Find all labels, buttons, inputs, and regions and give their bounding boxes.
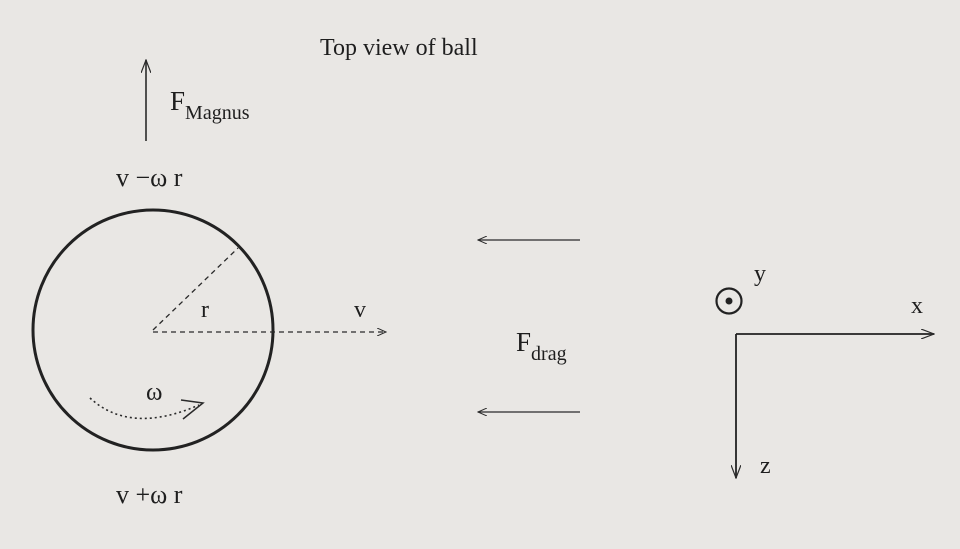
drag-force-label: Fdrag (516, 327, 567, 365)
y-axis-label: y (754, 261, 766, 287)
drag-force-subscript: drag (531, 343, 567, 365)
spin-arrowhead (180, 399, 205, 420)
spin-label: ω (146, 379, 163, 406)
magnus-force-subscript: Magnus (185, 102, 250, 124)
z-axis-label: z (760, 453, 771, 479)
radius-line (152, 247, 239, 331)
x-axis-label: x (911, 293, 923, 319)
y-axis-out-of-page-icon (715, 287, 743, 315)
velocity-label: v (354, 297, 366, 323)
radius-label: r (201, 297, 209, 323)
top-surface-speed-label: v −ω r (116, 163, 183, 192)
drag-force-symbol: F (516, 327, 532, 357)
spin-arrow (89, 397, 200, 420)
y-axis-dot (725, 297, 733, 305)
diagram-title: Top view of ball (320, 35, 478, 61)
ball-circle (31, 208, 275, 452)
magnus-force-symbol: F (170, 86, 186, 116)
magnus-force-label: FMagnus (170, 86, 249, 124)
bottom-surface-speed-label: v +ω r (116, 480, 183, 509)
